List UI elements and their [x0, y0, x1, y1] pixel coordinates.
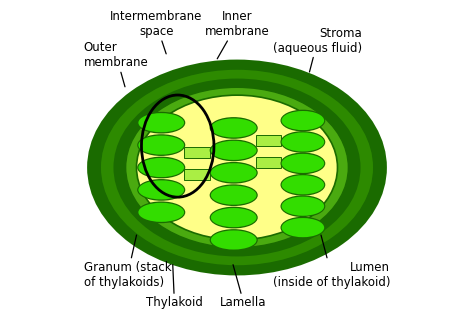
Ellipse shape — [281, 195, 325, 217]
Ellipse shape — [211, 141, 256, 160]
Ellipse shape — [211, 163, 256, 182]
Ellipse shape — [281, 131, 325, 153]
Text: Lamella: Lamella — [220, 265, 267, 309]
Ellipse shape — [138, 158, 184, 177]
Ellipse shape — [210, 229, 258, 251]
Text: Granum (stack
of thylakoids): Granum (stack of thylakoids) — [84, 235, 172, 288]
Ellipse shape — [113, 78, 361, 257]
Ellipse shape — [210, 184, 258, 206]
Ellipse shape — [100, 69, 374, 266]
Ellipse shape — [138, 113, 184, 132]
Ellipse shape — [282, 175, 324, 194]
Ellipse shape — [210, 162, 258, 184]
Ellipse shape — [137, 201, 185, 223]
Ellipse shape — [282, 154, 324, 173]
Polygon shape — [183, 147, 210, 158]
Ellipse shape — [281, 152, 325, 174]
Ellipse shape — [137, 179, 185, 201]
Ellipse shape — [211, 186, 256, 205]
Polygon shape — [183, 170, 210, 180]
Text: Intermembrane
space: Intermembrane space — [110, 10, 202, 54]
Ellipse shape — [126, 87, 348, 248]
Ellipse shape — [138, 180, 184, 199]
Ellipse shape — [211, 230, 256, 250]
Ellipse shape — [137, 95, 337, 240]
Ellipse shape — [211, 208, 256, 227]
Ellipse shape — [137, 157, 185, 178]
Ellipse shape — [281, 110, 325, 131]
Ellipse shape — [210, 207, 258, 228]
Ellipse shape — [137, 134, 185, 156]
Ellipse shape — [210, 139, 258, 161]
Ellipse shape — [281, 174, 325, 196]
Ellipse shape — [282, 218, 324, 237]
Ellipse shape — [282, 111, 324, 130]
Ellipse shape — [137, 112, 185, 134]
Text: Thylakoid: Thylakoid — [146, 265, 203, 309]
Ellipse shape — [211, 118, 256, 138]
Ellipse shape — [282, 197, 324, 216]
Ellipse shape — [138, 136, 184, 155]
Ellipse shape — [281, 217, 325, 239]
Text: Inner
membrane: Inner membrane — [205, 10, 269, 59]
Ellipse shape — [87, 60, 387, 275]
Ellipse shape — [210, 117, 258, 139]
Text: Lumen
(inside of thylakoid): Lumen (inside of thylakoid) — [273, 235, 390, 288]
Ellipse shape — [282, 132, 324, 151]
Polygon shape — [256, 135, 282, 146]
Polygon shape — [256, 157, 282, 168]
Text: Outer
membrane: Outer membrane — [84, 42, 148, 87]
Text: Stroma
(aqueous fluid): Stroma (aqueous fluid) — [273, 27, 362, 72]
Ellipse shape — [138, 203, 184, 222]
